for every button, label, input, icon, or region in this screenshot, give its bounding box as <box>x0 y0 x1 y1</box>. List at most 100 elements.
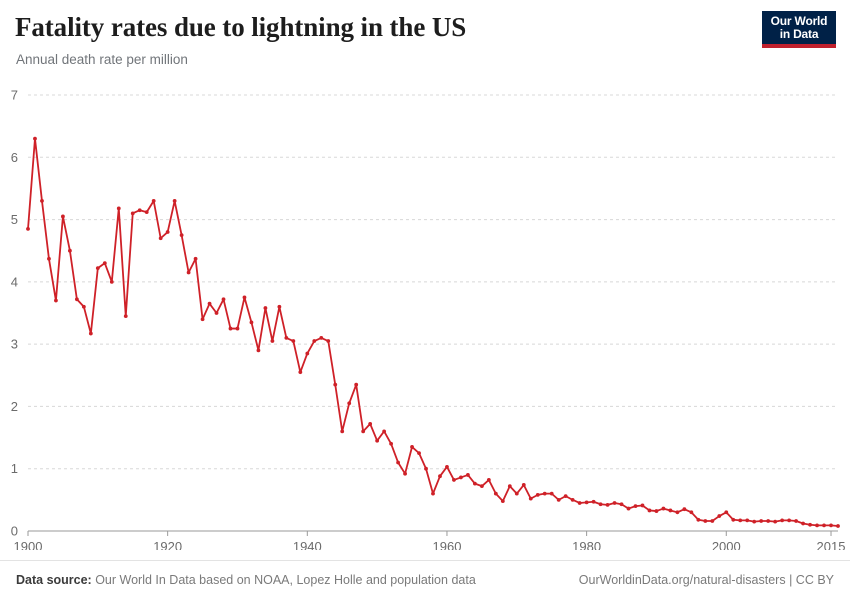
data-point[interactable] <box>417 451 421 456</box>
data-point[interactable] <box>123 314 128 319</box>
data-point[interactable] <box>382 429 387 434</box>
data-point[interactable] <box>473 481 477 486</box>
data-point[interactable] <box>200 317 205 322</box>
data-point[interactable] <box>305 351 310 356</box>
data-point[interactable] <box>640 503 645 508</box>
data-point[interactable] <box>591 499 596 504</box>
data-point[interactable] <box>829 523 833 528</box>
data-point[interactable] <box>563 494 568 499</box>
data-point[interactable] <box>137 208 142 213</box>
data-point[interactable] <box>486 478 491 482</box>
data-point[interactable] <box>570 497 575 502</box>
data-point[interactable] <box>179 233 184 238</box>
data-point[interactable] <box>535 492 540 497</box>
data-point[interactable] <box>808 522 812 527</box>
data-point[interactable] <box>81 304 86 309</box>
data-point[interactable] <box>242 295 247 300</box>
data-point[interactable] <box>347 401 352 406</box>
our-world-in-data-logo[interactable]: Our World in Data <box>762 11 836 48</box>
data-point[interactable] <box>815 523 819 528</box>
source-url-link[interactable]: OurWorldinData.org/natural-disasters | C… <box>578 573 834 587</box>
data-point[interactable] <box>319 336 324 340</box>
data-point[interactable] <box>116 206 121 211</box>
data-point[interactable] <box>479 484 484 489</box>
data-point[interactable] <box>542 491 547 496</box>
data-point[interactable] <box>277 304 282 309</box>
data-point[interactable] <box>710 519 715 523</box>
data-point[interactable] <box>452 478 456 482</box>
data-point[interactable] <box>61 214 65 219</box>
data-point[interactable] <box>221 297 226 302</box>
data-point[interactable] <box>654 509 659 513</box>
data-point[interactable] <box>431 491 435 496</box>
data-point[interactable] <box>605 502 610 507</box>
data-point[interactable] <box>438 474 442 479</box>
data-point[interactable] <box>773 519 778 524</box>
data-point[interactable] <box>794 519 798 523</box>
chart-plot-area[interactable]: 0 1 2 3 4 5 6 7 1900 1920 1940 1960 1980 2000 2015 <box>0 80 850 551</box>
data-point[interactable] <box>675 510 680 515</box>
data-point[interactable] <box>68 248 72 253</box>
data-point[interactable] <box>738 518 743 523</box>
data-point[interactable] <box>514 491 519 496</box>
data-point[interactable] <box>361 429 366 434</box>
data-point[interactable] <box>263 306 268 310</box>
data-point[interactable] <box>717 514 722 518</box>
data-point[interactable] <box>752 519 757 524</box>
data-point[interactable] <box>598 502 603 507</box>
data-point[interactable] <box>354 382 359 387</box>
series-line-0[interactable] <box>27 137 839 527</box>
data-point[interactable] <box>466 473 470 477</box>
data-point[interactable] <box>130 211 135 216</box>
data-point[interactable] <box>521 483 526 487</box>
line-chart-svg[interactable]: 0 1 2 3 4 5 6 7 1900 1920 1940 1960 1980 2000 2015 <box>0 80 850 551</box>
data-point[interactable] <box>368 421 373 426</box>
data-point[interactable] <box>493 491 498 496</box>
data-point[interactable] <box>424 466 428 471</box>
data-point[interactable] <box>612 501 617 505</box>
data-point[interactable] <box>326 339 331 343</box>
data-point[interactable] <box>165 230 170 234</box>
data-point[interactable] <box>731 517 736 522</box>
data-point[interactable] <box>801 521 805 526</box>
data-point[interactable] <box>780 518 785 523</box>
data-point[interactable] <box>787 518 792 523</box>
data-point[interactable] <box>249 320 254 325</box>
data-point[interactable] <box>33 136 37 141</box>
data-point[interactable] <box>626 506 631 511</box>
data-point[interactable] <box>291 339 296 343</box>
data-point[interactable] <box>151 198 156 203</box>
data-point[interactable] <box>54 298 58 303</box>
data-point[interactable] <box>507 484 512 489</box>
data-point[interactable] <box>766 519 771 523</box>
data-point[interactable] <box>403 471 407 476</box>
data-point[interactable] <box>214 311 219 315</box>
data-point[interactable] <box>298 370 303 375</box>
data-point[interactable] <box>375 438 380 443</box>
data-point[interactable] <box>270 339 275 343</box>
data-point[interactable] <box>109 279 114 284</box>
data-point[interactable] <box>549 491 554 496</box>
data-point[interactable] <box>668 508 673 513</box>
data-point[interactable] <box>158 236 163 241</box>
data-point[interactable] <box>459 475 463 480</box>
data-point[interactable] <box>745 518 750 523</box>
data-point[interactable] <box>682 507 687 512</box>
data-series[interactable] <box>26 136 840 528</box>
data-point[interactable] <box>696 517 701 522</box>
data-point[interactable] <box>836 524 840 528</box>
data-point[interactable] <box>40 198 44 203</box>
data-point[interactable] <box>389 441 393 446</box>
data-point[interactable] <box>647 508 652 513</box>
data-point[interactable] <box>47 256 51 261</box>
data-point[interactable] <box>256 348 261 353</box>
data-point[interactable] <box>228 326 233 331</box>
data-point[interactable] <box>26 227 30 231</box>
data-point[interactable] <box>500 499 505 503</box>
data-point[interactable] <box>172 198 177 203</box>
data-point[interactable] <box>619 502 624 507</box>
data-point[interactable] <box>207 301 212 306</box>
data-point[interactable] <box>102 261 107 266</box>
data-point[interactable] <box>340 429 345 434</box>
data-point[interactable] <box>445 464 449 469</box>
